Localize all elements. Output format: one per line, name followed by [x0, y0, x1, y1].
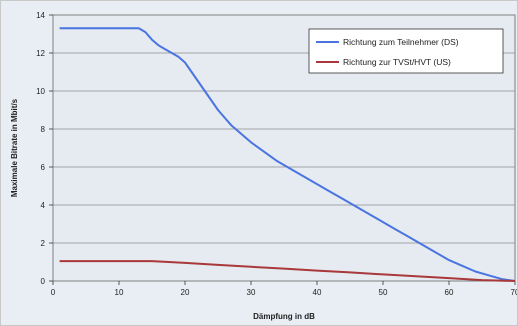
y-tick-label: 4 — [41, 201, 46, 210]
x-tick-label: 10 — [115, 288, 124, 297]
x-tick-label: 40 — [313, 288, 322, 297]
x-tick-label: 0 — [51, 288, 56, 297]
series-line-1 — [59, 260, 516, 282]
y-tick-label: 12 — [36, 49, 45, 58]
axes — [49, 14, 516, 285]
x-tick-label: 70 — [511, 288, 517, 297]
y-tick-label: 2 — [41, 239, 46, 248]
series-lines — [59, 27, 516, 282]
x-tick-label: 20 — [181, 288, 190, 297]
y-tick-label: 10 — [36, 87, 45, 96]
legend-label-us: Richtung zur TVSt/HVT (US) — [343, 57, 451, 67]
y-tick-label: 6 — [41, 163, 46, 172]
x-tick-label: 60 — [445, 288, 454, 297]
legend-box — [308, 28, 504, 74]
legend: Richtung zum Teilnehmer (DS) Richtung zu… — [308, 28, 504, 74]
y-tick-label: 14 — [36, 11, 45, 20]
legend-label-ds: Richtung zum Teilnehmer (DS) — [343, 37, 459, 47]
x-tick-label: 30 — [247, 288, 256, 297]
y-tick-labels: 0 2 4 6 8 10 12 14 — [36, 11, 45, 286]
series-line-0 — [59, 27, 516, 282]
x-axis-title: Dämpfung in dB — [253, 312, 315, 321]
x-tick-label: 50 — [379, 288, 388, 297]
y-tick-label: 8 — [41, 125, 46, 134]
y-axis-title: Maximale Bitrate in Mbit/s — [10, 98, 19, 197]
x-tick-labels: 0 10 20 30 40 50 60 70 — [51, 288, 517, 297]
y-tick-label: 0 — [41, 277, 46, 286]
